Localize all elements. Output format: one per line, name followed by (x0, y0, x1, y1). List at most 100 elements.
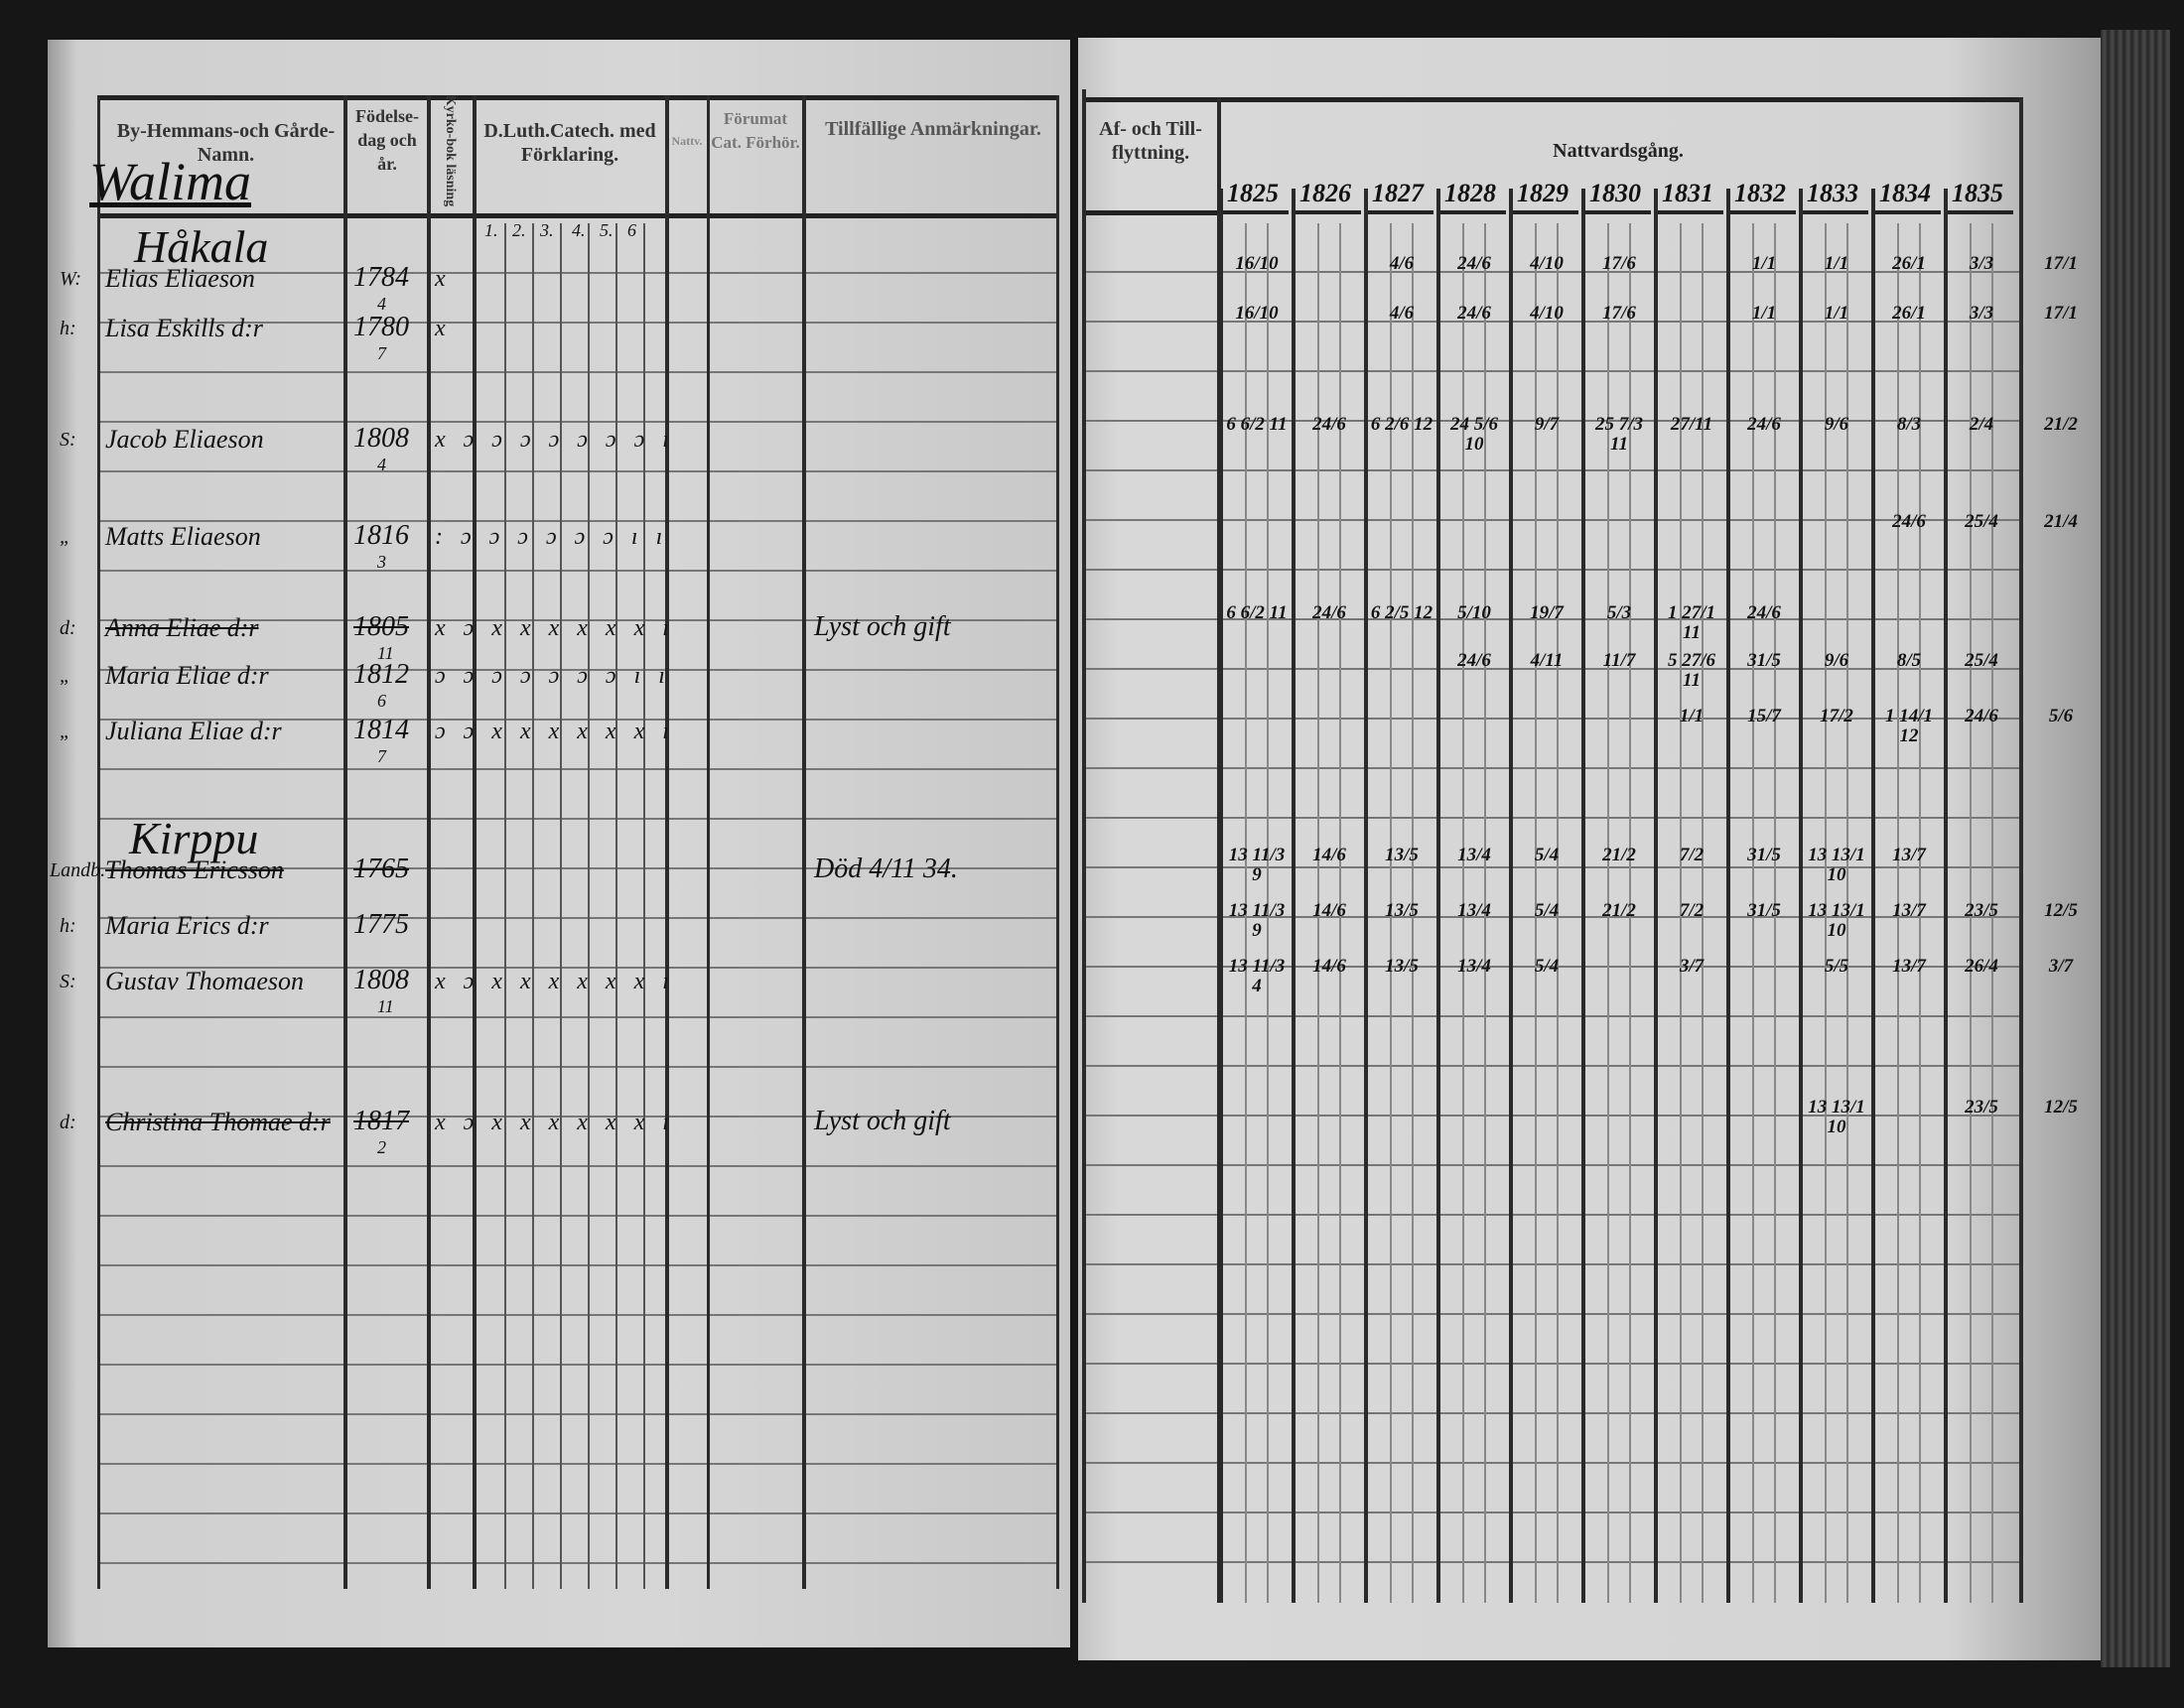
person-prefix: „ (60, 721, 71, 742)
sub-col-line (1970, 223, 1972, 1603)
communion-entry: 3/3 (1969, 303, 1994, 324)
person-prefix: d: (60, 617, 76, 639)
communion-entry: 23/5 (1965, 900, 1998, 921)
year-underline (1368, 210, 1433, 214)
communion-entry: 24/6 (1457, 650, 1491, 671)
communion-entry: 13/5 (1385, 900, 1419, 921)
year-label: 1831 (1662, 179, 1713, 207)
col-line (532, 223, 534, 1589)
communion-entry: 13 13/1 10 (1808, 845, 1865, 885)
communion-entry: 12/5 (2044, 900, 2078, 921)
sub-col-line (1557, 223, 1559, 1603)
communion-entry: 5/5 (1824, 956, 1849, 977)
person-prefix: h: (60, 318, 76, 339)
birth-month: 7 (377, 343, 386, 363)
col-line (343, 95, 347, 1589)
right-ruling (1084, 223, 2022, 1603)
communion-entry: 13/4 (1457, 900, 1491, 921)
sub-col-line (1267, 223, 1269, 1603)
col-line (427, 95, 431, 1589)
year-col-line (1219, 189, 1223, 1603)
year-col-line (1292, 189, 1296, 1603)
col-line (2019, 97, 2023, 1603)
communion-entry: 26/1 (1892, 253, 1926, 274)
birth-year: 1765 (353, 854, 409, 884)
birth-year: 1780 (353, 312, 409, 342)
year-underline (1730, 210, 1796, 214)
birth-month: 11 (377, 643, 394, 663)
sub-col-line (1897, 223, 1899, 1603)
communion-entry: 21/2 (2044, 414, 2078, 435)
year-col-line (1654, 189, 1658, 1603)
year-label: 1834 (1879, 179, 1931, 207)
year-label: 1830 (1589, 179, 1641, 207)
year-col-line (1726, 189, 1730, 1603)
year-col-line (1581, 189, 1585, 1603)
communion-entry: 5/4 (1534, 845, 1560, 865)
year-col-line (1799, 189, 1803, 1603)
year-col-line (1944, 189, 1948, 1603)
person-name: Juliana Eliae d:r (105, 717, 282, 745)
communion-entry: 24/6 (1312, 414, 1346, 435)
person-name: Gustav Thomaeson (105, 967, 305, 995)
communion-entry: 13 11/3 9 (1228, 900, 1286, 941)
year-underline (1223, 210, 1289, 214)
year-col-line (1871, 189, 1875, 1603)
communion-entry: 24/6 (1457, 253, 1491, 274)
communion-entry: 4/10 (1530, 303, 1564, 324)
year-col-line (1509, 189, 1513, 1603)
place-hakala: Håkala (134, 221, 269, 272)
communion-entry: 1/1 (1679, 706, 1705, 726)
communion-entry: 11/7 (1602, 650, 1636, 671)
birth-year: 1808 (353, 965, 409, 995)
communion-entry: 4/10 (1530, 253, 1564, 274)
catechism-marks: x ɔ x x x x x x ı (435, 1110, 673, 1135)
communion-entry: 13/4 (1457, 845, 1491, 865)
year-label: 1828 (1444, 179, 1496, 207)
communion-entry: 6 6/2 11 (1226, 414, 1288, 435)
communion-entry: 1 27/1 11 (1667, 602, 1716, 643)
person-name: Anna Eliae d:r (105, 613, 259, 642)
communion-entry: 26/4 (1965, 956, 1998, 977)
book-edge (2101, 30, 2170, 1667)
sub-col-line (1390, 223, 1392, 1603)
birth-year: 1814 (353, 715, 409, 745)
communion-entry: 9/6 (1824, 414, 1849, 435)
person-name: Thomas Ericsson (105, 855, 284, 884)
header-moving: Af- och Till-flyttning. (1099, 118, 1202, 164)
communion-entry: 24/6 (1747, 602, 1781, 623)
birth-year: 1775 (353, 909, 409, 940)
communion-entry: 9/7 (1534, 414, 1560, 435)
communion-entry: 2/4 (1969, 414, 1994, 435)
communion-entry: 31/5 (1747, 900, 1781, 921)
communion-entry: 1/1 (1824, 253, 1849, 274)
communion-entry: 6 2/6 12 (1370, 414, 1433, 435)
year-underline (1296, 210, 1361, 214)
person-prefix: d: (60, 1112, 76, 1133)
communion-entry: 4/6 (1389, 303, 1415, 324)
communion-entry: 17/6 (1602, 253, 1636, 274)
communion-entry: 25/4 (1965, 650, 1998, 671)
birth-year: 1808 (353, 423, 409, 454)
communion-entry: 7/2 (1679, 845, 1705, 865)
communion-entry: 14/6 (1312, 845, 1346, 865)
communion-entry: 5 27/6 11 (1667, 650, 1716, 691)
person-prefix: h: (60, 915, 76, 937)
communion-entry: 4/6 (1389, 253, 1415, 274)
birth-month: 6 (377, 691, 386, 711)
communion-entry: 17/1 (2044, 303, 2078, 324)
communion-entry: 31/5 (1747, 650, 1781, 671)
sub-col-line (1339, 223, 1341, 1603)
person-prefix: „ (60, 665, 71, 687)
sub-col-line (1484, 223, 1486, 1603)
communion-entry: 12/5 (2044, 1097, 2078, 1117)
subcol-1: 1. (484, 220, 498, 240)
communion-entry: 27/11 (1670, 414, 1713, 435)
communion-entry: 24 5/6 10 (1449, 414, 1499, 455)
header-catechism: D.Luth.Catech. med Förklaring. (483, 120, 656, 166)
communion-entry: 13/7 (1892, 900, 1926, 921)
communion-entry: 15/7 (1747, 706, 1781, 726)
communion-entry: 13/7 (1892, 956, 1926, 977)
communion-entry: 16/10 (1235, 303, 1279, 324)
communion-entry: 7/2 (1679, 900, 1705, 921)
